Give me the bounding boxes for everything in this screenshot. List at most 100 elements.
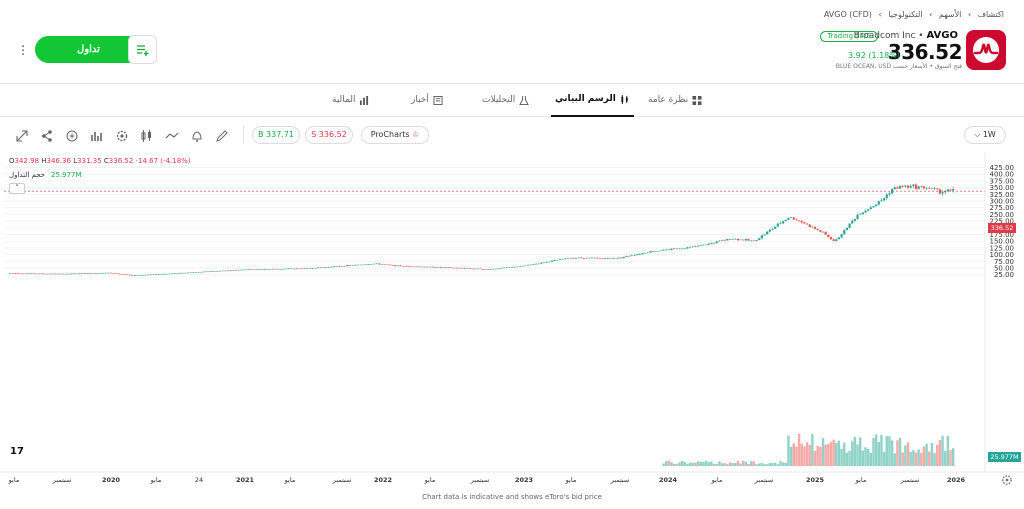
candle-body [70, 273, 73, 275]
candle-body [306, 268, 309, 269]
candle-body [149, 274, 152, 276]
alert-icon[interactable] [190, 128, 204, 142]
candle-body [606, 257, 609, 259]
candle-body [813, 226, 817, 229]
candle-body [553, 260, 556, 261]
candle-body [354, 264, 357, 266]
candle-type-icon[interactable] [140, 128, 154, 142]
tab-label: الرسم البياني [555, 94, 616, 104]
procharts-button[interactable]: ProCharts ♔ [361, 126, 429, 144]
candle-body [436, 267, 439, 268]
candle-body [697, 245, 700, 247]
volume-bar [851, 441, 854, 466]
name-separator: • [918, 31, 924, 41]
volume-bar [739, 463, 742, 466]
add-indicator-icon[interactable] [65, 128, 79, 142]
candle-body [869, 207, 872, 210]
candle-body [14, 273, 17, 274]
watchlist-button[interactable] [128, 35, 157, 64]
tab-analysis[interactable]: التحليلات [482, 84, 530, 117]
candle-body [720, 240, 724, 241]
candle-body [574, 258, 578, 259]
volume-bar [712, 463, 716, 466]
tab-financials[interactable]: المالية [332, 84, 369, 117]
candle-body [107, 272, 110, 274]
candle-body [614, 258, 617, 260]
candle-body [782, 221, 785, 224]
candle-body [104, 272, 107, 274]
tab-overview[interactable]: نظرة عامة [648, 84, 702, 117]
candle-body [72, 273, 75, 275]
more-options-icon[interactable]: ⋮ [17, 43, 29, 57]
candle-body [131, 275, 134, 276]
candle-body [261, 269, 264, 270]
timeframe-selector[interactable]: ⌵ 1W [964, 126, 1006, 144]
candle-body [327, 267, 330, 268]
candle-body [242, 269, 245, 271]
x-axis-label: مايو [711, 476, 723, 484]
buy-price-button[interactable]: B 337.71 [252, 126, 300, 144]
price-chart[interactable]: 425.00400.00375.00350.00325.00300.00275.… [0, 152, 1024, 492]
tab-news[interactable]: أخبار [411, 84, 443, 117]
candle-body [56, 273, 59, 275]
candle-body [888, 193, 891, 195]
candle-body [718, 240, 721, 242]
candle-body [489, 269, 492, 270]
candle-body [67, 273, 70, 275]
chevron-down-icon: ⌵ [974, 130, 981, 139]
indicators-icon[interactable] [90, 128, 104, 142]
candle-body [109, 272, 113, 274]
collapse-legend-button[interactable]: ˄ [9, 183, 25, 194]
candle-body [556, 260, 559, 261]
candle-body [864, 210, 867, 213]
candle-body [933, 188, 936, 189]
candle-body [181, 272, 184, 274]
sell-price-button[interactable]: S 336.52 [305, 126, 353, 144]
candle-body [912, 184, 915, 186]
candle-body [205, 271, 208, 273]
candle-body [85, 273, 89, 274]
toolbar-divider [243, 126, 244, 144]
candle-body [702, 244, 705, 246]
candle-body [258, 269, 261, 270]
line-icon[interactable] [165, 128, 179, 142]
candle-body [455, 267, 458, 269]
candle-body [295, 268, 299, 270]
trade-button[interactable]: تداول [35, 36, 142, 63]
flask-icon [519, 96, 530, 105]
chart-settings-icon[interactable] [1001, 471, 1013, 485]
current-price: 336.52 [887, 40, 963, 64]
y-axis-label: 125.00 [990, 244, 1015, 252]
volume-bar [750, 461, 753, 466]
news-icon [433, 96, 443, 105]
volume-bar [869, 452, 873, 466]
volume-bar [941, 435, 944, 466]
candle-body [271, 268, 275, 270]
y-axis-label: 400.00 [990, 171, 1015, 179]
candle-body [545, 261, 548, 263]
candle-body [598, 257, 601, 259]
candles-layer [8, 183, 955, 276]
candle-body [226, 270, 229, 272]
share-icon[interactable] [40, 128, 54, 142]
candle-body [218, 270, 221, 272]
draw-icon[interactable] [215, 128, 229, 142]
breadcrumb-stocks[interactable]: الأسهم [938, 10, 962, 19]
candle-body [346, 265, 349, 267]
expand-icon[interactable] [15, 128, 29, 142]
volume-bar [882, 452, 886, 466]
volume-bar [853, 436, 857, 466]
settings-icon[interactable] [115, 128, 129, 142]
candle-body [208, 271, 211, 273]
breadcrumb-technology[interactable]: التكنولوجيا [888, 10, 923, 19]
candle-body [627, 255, 631, 257]
breadcrumb: اكتشاف › الأسهم › التكنولوجيا › AVGO (CF… [822, 10, 1006, 19]
candle-body [500, 267, 503, 269]
candle-body [88, 273, 91, 274]
tab-chart[interactable]: الرسم البياني [551, 84, 634, 117]
breadcrumb-discover[interactable]: اكتشاف [977, 10, 1004, 19]
candle-body [128, 274, 131, 276]
y-axis-label: 100.00 [990, 251, 1015, 259]
broadcom-logo [966, 30, 1006, 70]
candle-body [521, 265, 524, 267]
